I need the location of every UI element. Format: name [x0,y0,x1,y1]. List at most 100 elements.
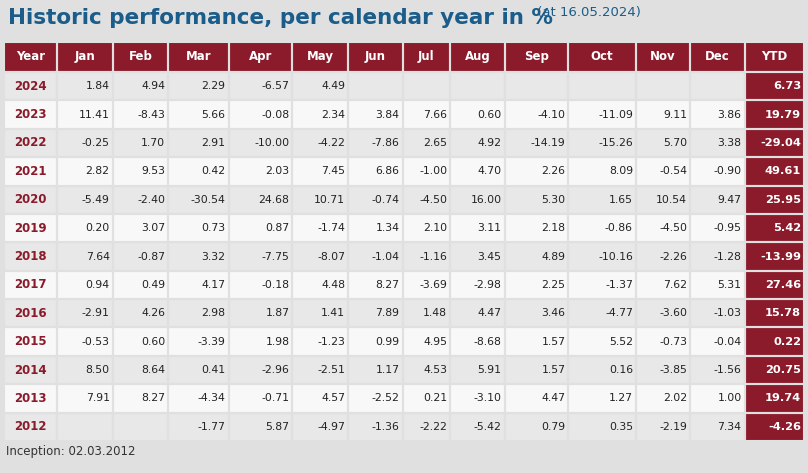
Text: 1.41: 1.41 [322,308,345,318]
Bar [348,129,402,157]
Text: 0.60: 0.60 [478,110,502,120]
Bar [636,100,690,129]
Text: -2.22: -2.22 [419,422,448,432]
Text: -2.96: -2.96 [262,365,289,375]
Bar [168,327,229,356]
Bar [4,299,57,327]
Bar [229,412,292,441]
Bar [568,412,636,441]
Bar [112,185,168,214]
Bar [348,185,402,214]
Bar [568,42,636,72]
Text: -4.26: -4.26 [768,422,801,432]
Bar [690,412,744,441]
Bar [4,185,57,214]
Bar [168,299,229,327]
Text: 2.98: 2.98 [201,308,225,318]
Bar [348,356,402,384]
Text: 4.53: 4.53 [423,365,448,375]
Bar [348,412,402,441]
Text: 2.18: 2.18 [541,223,566,233]
Bar [504,157,568,185]
Bar [168,214,229,242]
Bar [568,271,636,299]
Text: 9.47: 9.47 [718,195,742,205]
Bar [744,412,804,441]
Bar [348,214,402,242]
Bar [504,327,568,356]
Text: 2.10: 2.10 [423,223,448,233]
Bar [168,72,229,100]
Bar [568,100,636,129]
Text: 1.17: 1.17 [376,365,399,375]
Bar [450,100,504,129]
Bar [348,100,402,129]
Text: 8.27: 8.27 [376,280,399,290]
Bar [504,185,568,214]
Bar [57,214,112,242]
Text: 2015: 2015 [14,335,47,348]
Text: 4.17: 4.17 [201,280,225,290]
Text: 4.47: 4.47 [541,394,566,403]
Bar [744,214,804,242]
Bar [112,129,168,157]
Text: 2.02: 2.02 [663,394,688,403]
Text: 27.46: 27.46 [765,280,801,290]
Bar [450,356,504,384]
Text: -1.56: -1.56 [713,365,742,375]
Bar [744,129,804,157]
Text: 5.52: 5.52 [609,337,633,347]
Bar [568,356,636,384]
Bar [690,157,744,185]
Text: -5.49: -5.49 [82,195,110,205]
Bar [504,214,568,242]
Text: -4.22: -4.22 [318,138,345,148]
Text: 3.32: 3.32 [201,252,225,262]
Text: -0.95: -0.95 [713,223,742,233]
Text: 7.34: 7.34 [718,422,742,432]
Bar [4,42,57,72]
Text: 24.68: 24.68 [259,195,289,205]
Text: 2.29: 2.29 [201,81,225,91]
Bar [504,100,568,129]
Bar [348,271,402,299]
Bar [348,242,402,271]
Text: 4.94: 4.94 [141,81,166,91]
Text: 9.11: 9.11 [663,110,688,120]
Text: 7.45: 7.45 [322,166,345,176]
Text: -1.37: -1.37 [605,280,633,290]
Bar [4,356,57,384]
Bar [402,242,450,271]
Bar [568,72,636,100]
Text: 2.03: 2.03 [265,166,289,176]
Bar [636,299,690,327]
Bar [292,242,348,271]
Bar [504,299,568,327]
Bar [4,271,57,299]
Text: -2.26: -2.26 [659,252,688,262]
Text: -1.00: -1.00 [419,166,448,176]
Text: 19.79: 19.79 [765,110,801,120]
Text: 16.00: 16.00 [470,195,502,205]
Text: -3.39: -3.39 [198,337,225,347]
Text: 1.57: 1.57 [541,337,566,347]
Text: 0.79: 0.79 [541,422,566,432]
Text: Mar: Mar [186,51,212,63]
Bar [348,157,402,185]
Text: -2.19: -2.19 [659,422,688,432]
Bar [4,214,57,242]
Bar [636,412,690,441]
Bar [744,100,804,129]
Bar [402,356,450,384]
Text: 3.86: 3.86 [718,110,742,120]
Text: 1.34: 1.34 [376,223,399,233]
Text: Aug: Aug [465,51,490,63]
Bar [450,129,504,157]
Bar [450,384,504,412]
Text: 4.26: 4.26 [141,308,166,318]
Text: 5.42: 5.42 [773,223,801,233]
Text: -0.54: -0.54 [659,166,688,176]
Text: 2021: 2021 [15,165,47,178]
Bar [690,185,744,214]
Text: -8.43: -8.43 [137,110,166,120]
